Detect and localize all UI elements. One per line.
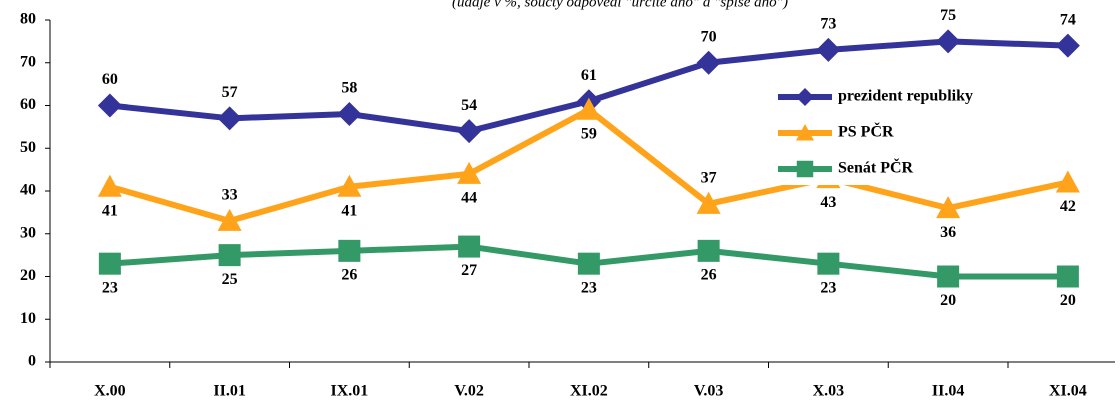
marker xyxy=(576,97,601,120)
marker xyxy=(796,160,814,178)
marker xyxy=(458,235,481,258)
data-label: 27 xyxy=(461,262,477,279)
data-label: 23 xyxy=(581,279,597,296)
y-tick-label: 70 xyxy=(20,53,36,70)
data-label: 41 xyxy=(341,202,357,219)
data-label: 43 xyxy=(820,194,836,211)
marker xyxy=(338,239,361,262)
marker xyxy=(816,37,841,62)
data-label: 74 xyxy=(1060,11,1076,28)
marker xyxy=(577,252,600,275)
marker xyxy=(98,252,121,275)
data-label: 36 xyxy=(940,224,956,241)
marker xyxy=(796,88,814,106)
data-label: 37 xyxy=(701,169,717,186)
x-tick-label: X.03 xyxy=(813,383,845,400)
data-label: 73 xyxy=(820,16,836,33)
marker xyxy=(796,124,814,141)
data-label: 20 xyxy=(1060,292,1076,309)
legend-label: prezident republiky xyxy=(838,88,973,105)
marker xyxy=(457,161,482,184)
data-label: 23 xyxy=(102,279,118,296)
y-tick-label: 10 xyxy=(20,310,36,327)
y-tick-label: 20 xyxy=(20,267,36,284)
data-label: 20 xyxy=(940,292,956,309)
y-tick-label: 50 xyxy=(20,139,36,156)
data-label: 75 xyxy=(940,7,956,24)
data-label: 58 xyxy=(341,80,357,97)
y-tick-label: 40 xyxy=(20,182,36,199)
x-tick-label: V.03 xyxy=(694,383,724,400)
legend-label: PS PČR xyxy=(838,122,894,141)
x-tick-label: II.04 xyxy=(932,383,964,400)
marker xyxy=(217,208,242,231)
marker xyxy=(218,244,241,267)
marker xyxy=(936,196,961,219)
data-label: 44 xyxy=(461,190,477,207)
marker xyxy=(697,239,720,262)
data-label: 33 xyxy=(222,187,238,204)
data-label: 60 xyxy=(102,71,118,88)
data-label: 26 xyxy=(341,267,357,284)
marker xyxy=(936,29,961,54)
marker xyxy=(457,119,482,144)
marker xyxy=(1055,33,1080,58)
x-tick-label: II.01 xyxy=(213,383,245,400)
x-tick-label: X.00 xyxy=(94,383,126,400)
data-label: 54 xyxy=(461,97,477,114)
marker xyxy=(97,174,122,197)
marker xyxy=(217,106,242,131)
marker xyxy=(817,252,840,275)
marker xyxy=(337,174,362,197)
data-label: 70 xyxy=(701,28,717,45)
marker xyxy=(696,191,721,214)
data-label: 23 xyxy=(820,279,836,296)
data-label: 61 xyxy=(581,67,597,84)
data-label: 42 xyxy=(1060,198,1076,215)
y-tick-label: 0 xyxy=(28,353,36,370)
y-tick-label: 60 xyxy=(20,96,36,113)
data-label: 25 xyxy=(222,271,238,288)
marker xyxy=(696,50,721,75)
x-tick-label: V.02 xyxy=(454,383,484,400)
x-tick-label: XI.04 xyxy=(1049,383,1087,400)
data-label: 59 xyxy=(581,125,597,142)
data-label: 41 xyxy=(102,202,118,219)
data-label: 57 xyxy=(222,84,238,101)
marker xyxy=(1056,265,1079,288)
chart-subtitle: (údaje v %, součty odpovědí "určitě ano"… xyxy=(452,0,788,10)
legend-label: Senát PČR xyxy=(838,158,914,177)
marker xyxy=(97,93,122,118)
y-tick-label: 30 xyxy=(20,224,36,241)
marker xyxy=(337,102,362,127)
y-tick-label: 80 xyxy=(20,11,36,28)
marker xyxy=(1055,170,1080,193)
data-label: 26 xyxy=(701,267,717,284)
marker xyxy=(937,265,960,288)
x-tick-label: IX.01 xyxy=(330,383,368,400)
x-tick-label: XI.02 xyxy=(570,383,608,400)
